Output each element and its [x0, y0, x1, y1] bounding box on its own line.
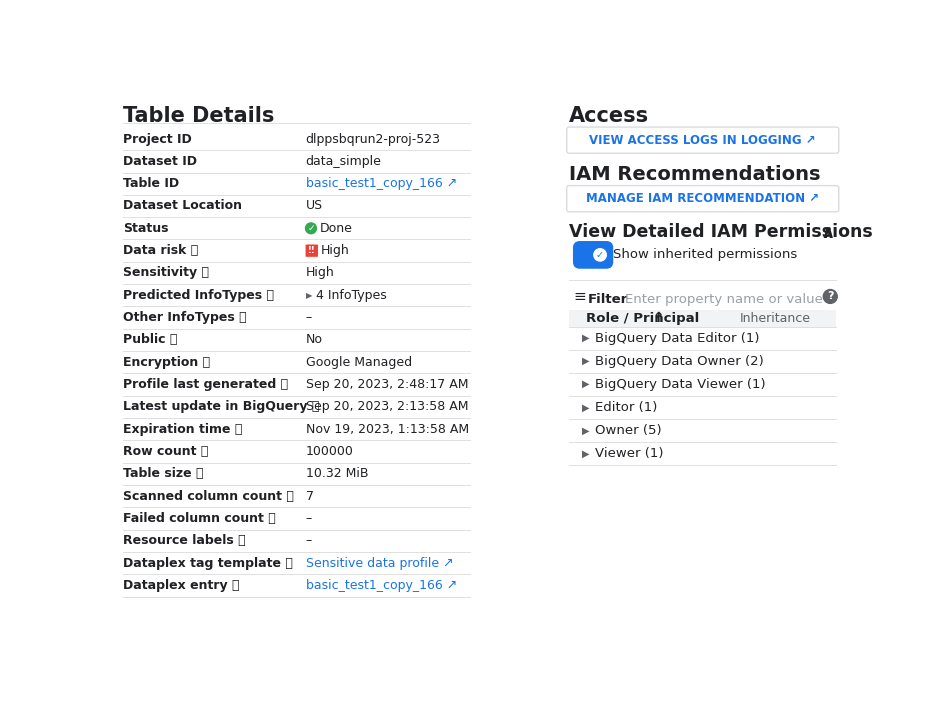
Text: 10.32 MiB: 10.32 MiB: [306, 467, 368, 481]
Text: Sensitivity ❓: Sensitivity ❓: [124, 266, 209, 280]
Text: Project ID: Project ID: [124, 133, 192, 145]
Text: Viewer (1): Viewer (1): [596, 447, 664, 460]
Text: High: High: [306, 266, 334, 280]
Text: ▶: ▶: [582, 356, 590, 366]
Text: Inheritance: Inheritance: [739, 311, 810, 325]
Text: ▶: ▶: [582, 448, 590, 459]
Text: Table size ❓: Table size ❓: [124, 467, 204, 481]
FancyBboxPatch shape: [567, 127, 839, 153]
Text: 100000: 100000: [306, 445, 354, 458]
Text: Sep 20, 2023, 2:13:58 AM: Sep 20, 2023, 2:13:58 AM: [306, 400, 468, 414]
Text: Dataset Location: Dataset Location: [124, 200, 242, 213]
Text: BigQuery Data Editor (1): BigQuery Data Editor (1): [596, 332, 760, 345]
Circle shape: [824, 289, 838, 304]
Text: Other InfoTypes ❓: Other InfoTypes ❓: [124, 311, 247, 324]
Text: Google Managed: Google Managed: [306, 356, 412, 369]
Text: Encryption ❓: Encryption ❓: [124, 356, 210, 369]
Text: Data risk ❓: Data risk ❓: [124, 244, 199, 257]
Text: Dataset ID: Dataset ID: [124, 155, 198, 168]
Text: Show inherited permissions: Show inherited permissions: [613, 249, 797, 261]
Text: Dataplex tag template ❓: Dataplex tag template ❓: [124, 557, 294, 570]
Text: 7: 7: [306, 490, 313, 503]
Text: Editor (1): Editor (1): [596, 401, 658, 414]
Text: ▶: ▶: [582, 426, 590, 436]
Text: Public ❓: Public ❓: [124, 333, 178, 347]
Text: Done: Done: [320, 222, 353, 235]
Text: No: No: [306, 333, 323, 347]
Text: Filter: Filter: [588, 292, 628, 306]
Text: Profile last generated ❓: Profile last generated ❓: [124, 378, 289, 391]
Text: Status: Status: [124, 222, 169, 235]
Text: Role / Principal: Role / Principal: [586, 311, 700, 325]
Text: –: –: [306, 534, 311, 547]
Text: !!: !!: [308, 246, 316, 255]
Text: ✓: ✓: [308, 224, 315, 233]
Text: Row count ❓: Row count ❓: [124, 445, 209, 458]
Text: BigQuery Data Viewer (1): BigQuery Data Viewer (1): [596, 378, 766, 390]
Text: Scanned column count ❓: Scanned column count ❓: [124, 490, 295, 503]
Text: IAM Recommendations: IAM Recommendations: [569, 164, 821, 184]
Text: Latest update in BigQuery ❓: Latest update in BigQuery ❓: [124, 400, 320, 414]
Text: ▶: ▶: [582, 379, 590, 389]
Text: Predicted InfoTypes ❓: Predicted InfoTypes ❓: [124, 289, 275, 302]
Text: Access: Access: [569, 107, 649, 126]
Text: ✓: ✓: [596, 250, 604, 260]
Circle shape: [306, 223, 316, 234]
FancyBboxPatch shape: [573, 241, 613, 269]
Text: ▶: ▶: [582, 402, 590, 412]
Text: Enter property name or value: Enter property name or value: [625, 292, 823, 306]
Text: Table Details: Table Details: [124, 107, 275, 126]
Text: Table ID: Table ID: [124, 177, 179, 190]
Text: Resource labels ❓: Resource labels ❓: [124, 534, 246, 547]
FancyBboxPatch shape: [569, 309, 837, 326]
Text: Nov 19, 2023, 1:13:58 AM: Nov 19, 2023, 1:13:58 AM: [306, 423, 469, 436]
Text: Expiration time ❓: Expiration time ❓: [124, 423, 243, 436]
Text: 4 InfoTypes: 4 InfoTypes: [316, 289, 387, 302]
FancyBboxPatch shape: [567, 186, 839, 212]
Text: ∧: ∧: [820, 224, 835, 242]
Text: –: –: [306, 311, 311, 324]
Text: Failed column count ❓: Failed column count ❓: [124, 512, 276, 525]
Text: data_simple: data_simple: [306, 155, 382, 168]
Text: View Detailed IAM Permissions: View Detailed IAM Permissions: [569, 223, 873, 241]
Text: basic_test1_copy_166 ↗: basic_test1_copy_166 ↗: [306, 177, 457, 190]
Text: High: High: [320, 244, 349, 257]
Text: basic_test1_copy_166 ↗: basic_test1_copy_166 ↗: [306, 579, 457, 592]
Text: Dataplex entry ❓: Dataplex entry ❓: [124, 579, 240, 592]
Text: dlppsbqrun2-proj-523: dlppsbqrun2-proj-523: [306, 133, 441, 145]
Text: ?: ?: [827, 292, 834, 301]
Text: VIEW ACCESS LOGS IN LOGGING ↗: VIEW ACCESS LOGS IN LOGGING ↗: [589, 133, 816, 147]
Text: Owner (5): Owner (5): [596, 424, 662, 437]
Text: US: US: [306, 200, 323, 213]
Text: Sensitive data profile ↗: Sensitive data profile ↗: [306, 557, 453, 570]
Text: ↑: ↑: [653, 311, 664, 325]
Text: ▶: ▶: [306, 291, 312, 300]
Text: ≡: ≡: [573, 289, 586, 304]
Text: Sep 20, 2023, 2:48:17 AM: Sep 20, 2023, 2:48:17 AM: [306, 378, 468, 391]
Circle shape: [594, 249, 606, 261]
FancyBboxPatch shape: [306, 244, 318, 257]
Text: –: –: [306, 512, 311, 525]
Text: ▶: ▶: [582, 333, 590, 343]
Text: BigQuery Data Owner (2): BigQuery Data Owner (2): [596, 354, 764, 368]
Text: MANAGE IAM RECOMMENDATION ↗: MANAGE IAM RECOMMENDATION ↗: [586, 192, 819, 205]
